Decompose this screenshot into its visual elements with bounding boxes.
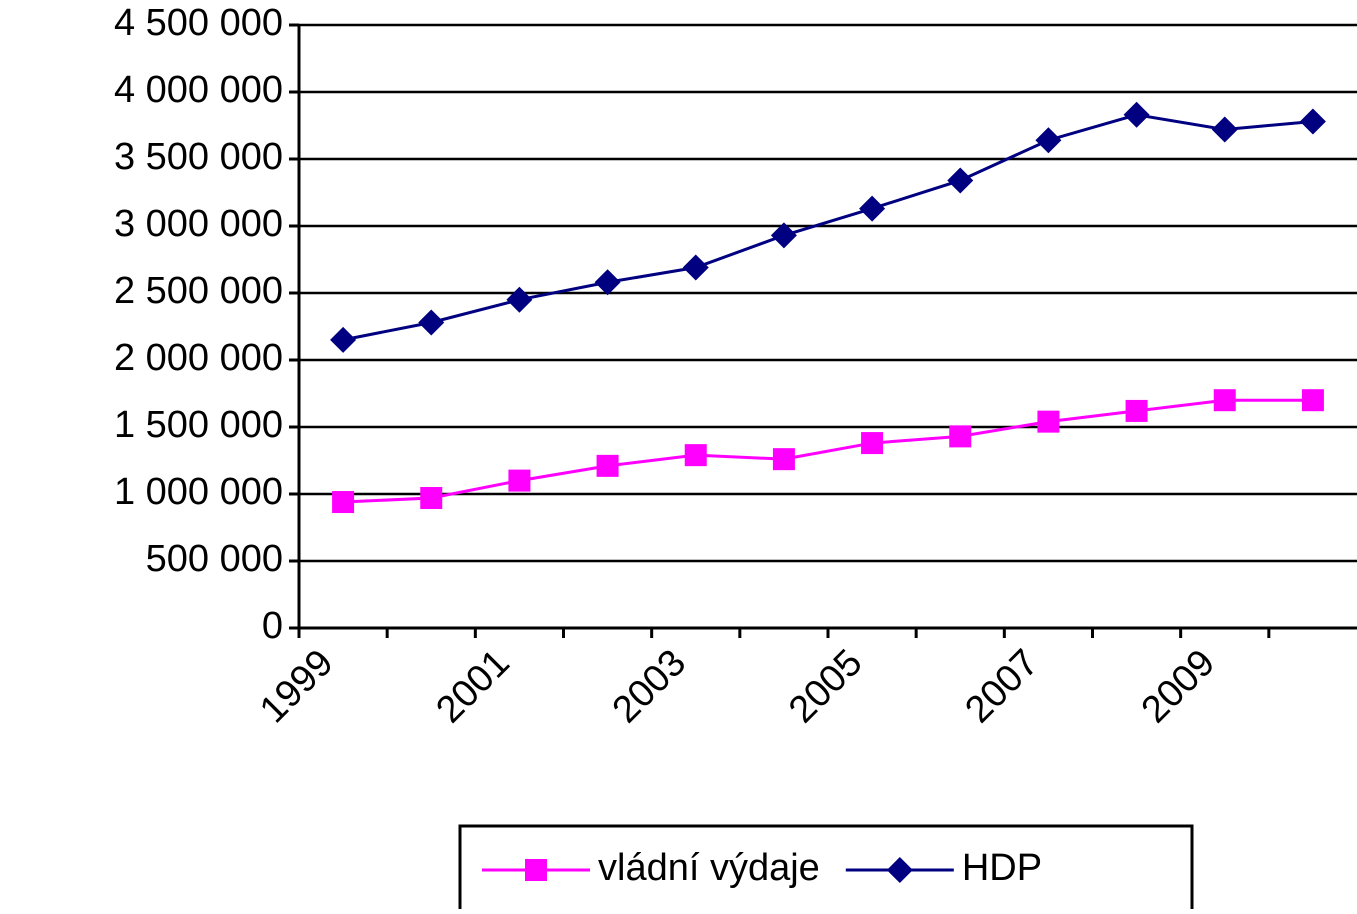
y-tick-label: 4 500 000 xyxy=(114,2,283,44)
point-marker xyxy=(772,448,795,471)
point-marker xyxy=(506,286,533,313)
point-marker xyxy=(420,487,443,510)
x-tick-label: 2009 xyxy=(1134,642,1223,731)
point-marker xyxy=(1301,389,1324,412)
point-marker xyxy=(1037,410,1060,433)
y-tick-label: 1 000 000 xyxy=(114,471,283,513)
point-marker xyxy=(770,222,797,249)
legend: vládní výdaje HDP xyxy=(458,824,1194,914)
y-tick-label: 2 500 000 xyxy=(114,270,283,312)
legend-label: vládní výdaje xyxy=(598,847,820,889)
point-marker xyxy=(1035,127,1062,154)
x-tick-label: 1999 xyxy=(252,642,341,731)
point-marker xyxy=(861,432,884,455)
legend-label: HDP xyxy=(962,847,1042,889)
x-tick-label: 2001 xyxy=(428,642,517,731)
point-marker xyxy=(947,167,974,194)
point-marker xyxy=(508,469,531,492)
point-marker xyxy=(1123,101,1150,128)
point-marker xyxy=(525,859,547,881)
y-tick-label: 1 500 000 xyxy=(114,404,283,446)
y-tick-label: 500 000 xyxy=(146,538,283,580)
y-tick-label: 2 000 000 xyxy=(114,337,283,379)
point-marker xyxy=(684,444,707,467)
point-marker xyxy=(1299,108,1326,135)
point-marker xyxy=(682,254,709,281)
point-marker xyxy=(596,454,619,477)
point-marker xyxy=(1211,116,1238,143)
point-marker xyxy=(886,857,913,883)
legend-box xyxy=(458,824,1194,914)
point-marker xyxy=(859,195,886,222)
x-tick-label: 2003 xyxy=(605,642,694,731)
x-tick-label: 2005 xyxy=(781,642,870,731)
y-tick-label: 3 500 000 xyxy=(114,136,283,178)
series-line xyxy=(343,398,1313,504)
point-marker xyxy=(594,269,621,296)
series-line xyxy=(342,113,1314,342)
point-marker xyxy=(418,309,445,336)
point-marker xyxy=(1125,399,1148,422)
y-tick-label: 0 xyxy=(262,605,283,647)
x-tick-label: 2007 xyxy=(957,642,1046,731)
point-marker xyxy=(949,425,972,448)
point-marker xyxy=(330,326,357,353)
point-marker xyxy=(1213,389,1236,412)
y-tick-label: 3 000 000 xyxy=(114,203,283,245)
point-marker xyxy=(332,491,355,514)
y-tick-label: 4 000 000 xyxy=(114,69,283,111)
